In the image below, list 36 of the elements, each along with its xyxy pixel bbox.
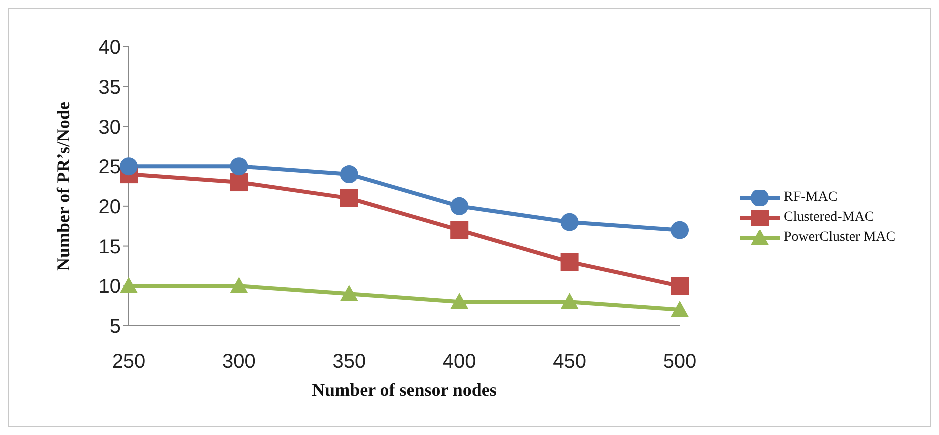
y-tick-label: 40 [98,37,121,60]
x-tick-label: 500 [663,351,697,374]
point [450,221,469,240]
point [560,293,579,310]
legend-label: PowerCluster MAC [784,230,896,246]
x-tick-label: 250 [112,351,146,374]
x-tick-label: 400 [442,351,476,374]
point [560,253,579,272]
point [450,197,469,216]
x-axis-title: Number of sensor nodes [312,380,497,400]
y-tick-label: 20 [98,196,121,219]
point [340,166,358,184]
y-axis-title: Number of PR’s/Node [53,102,74,271]
y-tick-label: 10 [98,276,121,298]
point [120,277,138,294]
point [230,277,248,294]
point [671,301,689,318]
y-tick-label: 5 [110,316,121,338]
y-tick-label: 15 [98,236,121,258]
x-tick-label: 450 [553,351,586,374]
x-tick-label: 300 [222,351,256,374]
point [671,221,689,240]
point [230,158,248,176]
point [340,189,358,208]
point [450,293,469,310]
legend-label: RF-MAC [784,190,838,206]
y-tick-label: 35 [98,76,121,99]
point [340,285,358,302]
point [120,158,138,176]
point [230,174,248,192]
legend-label: Clustered-MAC [784,210,874,226]
y-tick-label: 25 [98,156,121,179]
point [560,213,579,232]
y-tick-label: 30 [98,116,121,139]
point [671,277,689,296]
x-tick-label: 350 [332,351,366,374]
